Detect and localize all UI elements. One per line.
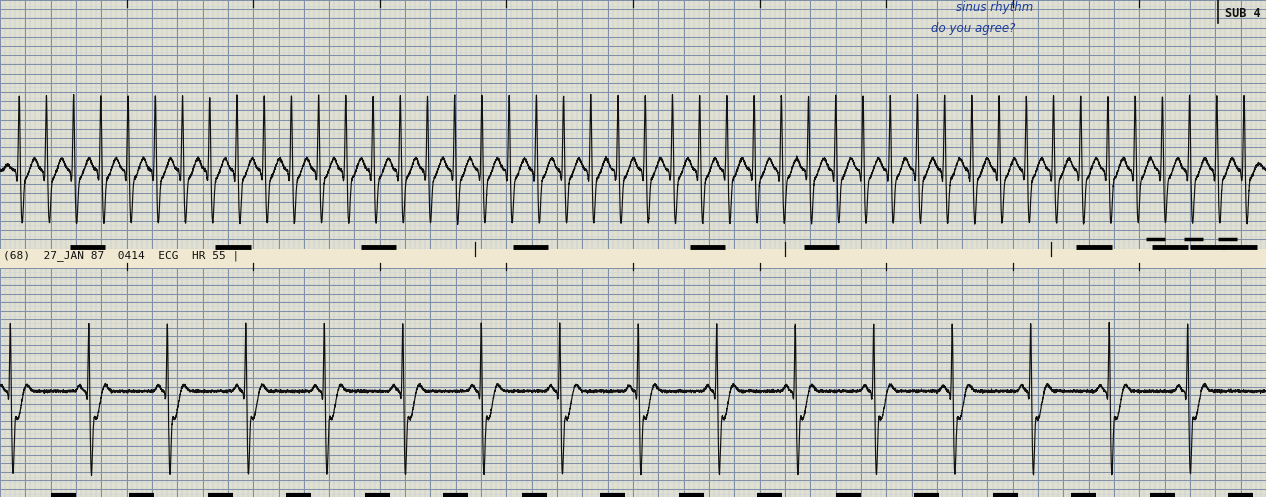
Text: SUB 4: SUB 4: [1225, 6, 1261, 19]
Text: sinus rhythm: sinus rhythm: [956, 1, 1033, 14]
Text: do you agree?: do you agree?: [931, 22, 1015, 35]
Text: (68)  27_JAN 87  0414  ECG  HR 55 |: (68) 27_JAN 87 0414 ECG HR 55 |: [3, 250, 239, 261]
